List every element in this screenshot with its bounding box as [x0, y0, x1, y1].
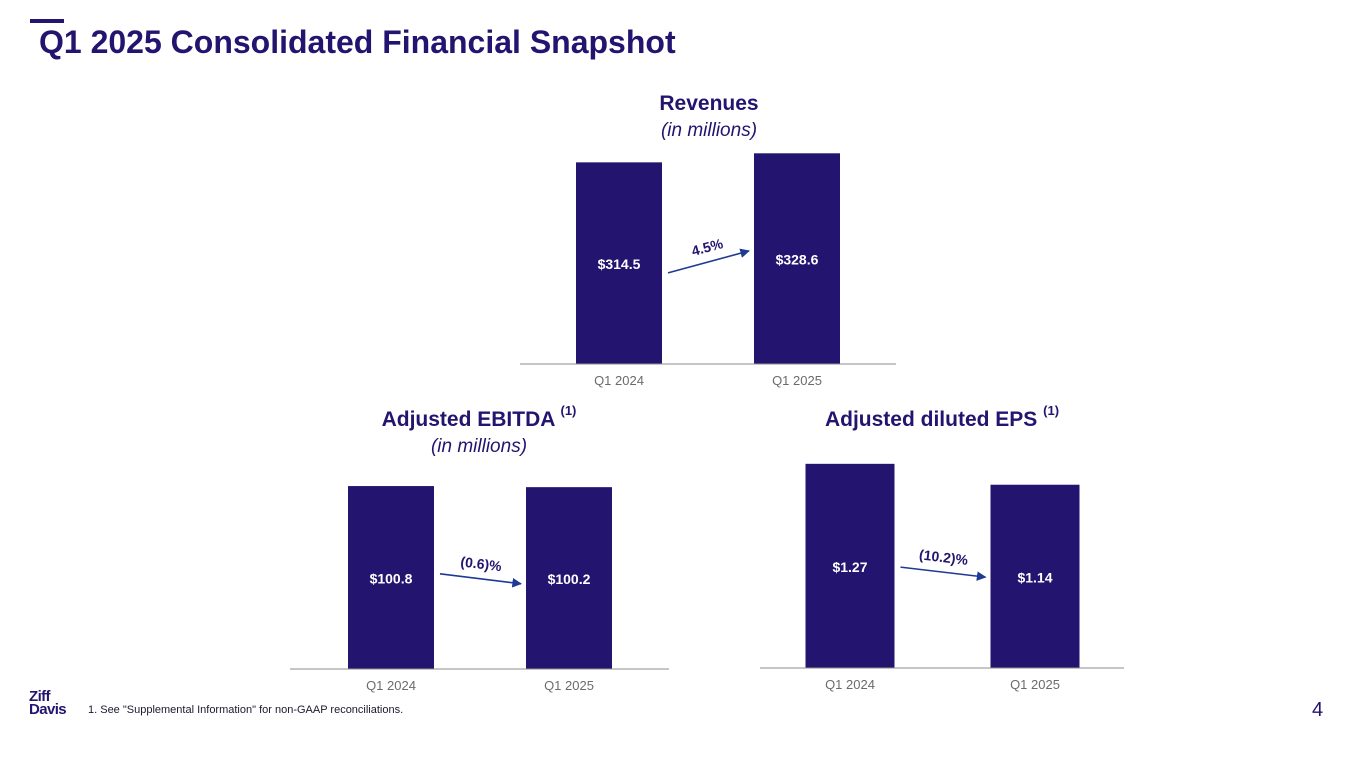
revenues-value-label-2: $328.6	[776, 252, 819, 268]
revenues-chart-heading: Revenues (in millions)	[609, 92, 809, 142]
ebitda-bar-1	[348, 486, 434, 669]
eps-change-label: (10.2)%	[918, 546, 969, 568]
ziff-davis-logo: Ziff Davis	[29, 688, 67, 718]
revenues-bar-1	[576, 162, 662, 364]
ebitda-chart-title: Adjusted EBITDA (1)	[339, 403, 619, 432]
logo-line-1: Ziff	[29, 688, 51, 705]
eps-category-label-1: Q1 2024	[825, 677, 875, 692]
title-accent-bar	[30, 19, 64, 23]
ebitda-bar-2	[526, 487, 612, 669]
ebitda-title-text: Adjusted EBITDA	[381, 408, 555, 431]
eps-bar-1	[805, 463, 895, 668]
ebitda-change-arrow	[439, 573, 522, 588]
page-title: Q1 2025 Consolidated Financial Snapshot	[39, 24, 676, 60]
ebitda-chart-subtitle: (in millions)	[430, 436, 528, 457]
ebitda-value-label-2: $100.2	[548, 571, 591, 587]
eps-change-arrow	[900, 566, 987, 581]
eps-value-label-2: $1.14	[1017, 569, 1052, 585]
ebitda-category-label-2: Q1 2025	[544, 678, 594, 693]
ebitda-chart-heading: Adjusted EBITDA (1) (in millions)	[339, 403, 619, 458]
logo-line-2: Davis	[29, 701, 67, 718]
revenues-value-label-1: $314.5	[598, 256, 641, 272]
eps-footnote-marker: (1)	[1043, 403, 1060, 418]
eps-category-label-2: Q1 2025	[1010, 677, 1060, 692]
revenues-change-arrow	[667, 248, 750, 274]
revenues-title-text: Revenues	[659, 92, 759, 115]
eps-bar-2	[990, 484, 1080, 668]
revenues-bar-2	[754, 153, 840, 364]
eps-value-label-1: $1.27	[832, 559, 867, 575]
eps-title-text: Adjusted diluted EPS	[824, 408, 1038, 431]
page-number: 4	[1312, 699, 1324, 721]
ebitda-category-label-1: Q1 2024	[366, 678, 416, 693]
eps-chart-heading: Adjusted diluted EPS (1)	[792, 403, 1092, 432]
revenues-chart-subtitle: (in millions)	[660, 120, 758, 141]
eps-chart-title: Adjusted diluted EPS (1)	[792, 403, 1092, 432]
ebitda-footnote-marker: (1)	[560, 403, 577, 418]
revenues-category-label-2: Q1 2025	[772, 373, 822, 388]
revenues-change-label: 4.5%	[690, 235, 726, 259]
revenues-chart-title: Revenues	[609, 92, 809, 116]
ebitda-value-label-1: $100.8	[370, 571, 413, 587]
revenues-category-label-1: Q1 2024	[594, 373, 644, 388]
footnote: 1. See "Supplemental Information" for no…	[88, 704, 404, 716]
ebitda-change-label: (0.6)%	[460, 553, 503, 574]
